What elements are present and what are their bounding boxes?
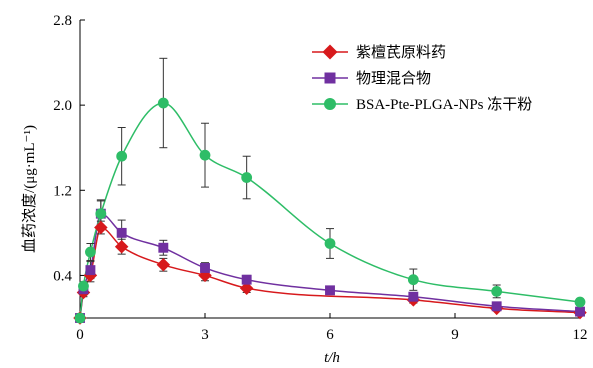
data-point-1 bbox=[114, 239, 129, 254]
legend-label: 紫檀芪原料药 bbox=[356, 43, 446, 61]
data-point-3 bbox=[241, 172, 253, 183]
data-point-3 bbox=[199, 149, 211, 161]
data-point-3 bbox=[407, 274, 419, 286]
data-point-3 bbox=[574, 296, 586, 308]
data-point-1 bbox=[239, 281, 254, 295]
legend-marker bbox=[324, 72, 336, 84]
data-point-3 bbox=[78, 280, 89, 292]
data-point-2 bbox=[85, 265, 96, 276]
data-point-2 bbox=[158, 242, 169, 253]
y-tick-label: 0.4 bbox=[53, 268, 72, 284]
x-axis-title: t/h bbox=[324, 350, 340, 366]
data-point-2 bbox=[241, 274, 252, 285]
x-tick-label: 0 bbox=[76, 327, 84, 343]
y-tick-label: 2.0 bbox=[53, 98, 72, 114]
data-point-2 bbox=[575, 306, 585, 317]
legend-label: 物理混合物 bbox=[356, 70, 431, 87]
data-point-3 bbox=[74, 312, 86, 324]
data-point-1 bbox=[156, 258, 171, 272]
legend-marker bbox=[322, 44, 338, 60]
data-point-3 bbox=[491, 285, 503, 297]
data-point-3 bbox=[116, 150, 128, 162]
data-point-2 bbox=[325, 285, 335, 296]
data-point-1 bbox=[94, 220, 108, 235]
y-tick-label: 2.8 bbox=[53, 13, 72, 29]
legend-label: BSA-Pte-PLGA-NPs 冻干粉 bbox=[356, 95, 532, 113]
data-point-3 bbox=[95, 208, 107, 220]
data-point-3 bbox=[324, 238, 336, 249]
x-tick-label: 3 bbox=[201, 327, 209, 343]
x-tick-label: 9 bbox=[451, 327, 459, 343]
data-point-3 bbox=[85, 246, 96, 258]
y-tick-label: 1.2 bbox=[53, 183, 72, 199]
legend-marker bbox=[324, 98, 336, 110]
ticks: 0 3 6 9 12 0.4 1.2 2.0 2.8 bbox=[53, 13, 587, 343]
y-axis-title: 血药浓度/(μg·mL⁻¹) bbox=[21, 125, 38, 253]
data-point-2 bbox=[200, 263, 210, 273]
markers bbox=[73, 97, 587, 325]
data-point-2 bbox=[491, 301, 502, 312]
data-point-2 bbox=[408, 291, 419, 302]
x-tick-label: 12 bbox=[573, 327, 588, 343]
data-point-2 bbox=[116, 227, 127, 238]
axes bbox=[79, 20, 580, 319]
data-point-3 bbox=[157, 97, 169, 109]
x-tick-label: 6 bbox=[326, 327, 334, 343]
